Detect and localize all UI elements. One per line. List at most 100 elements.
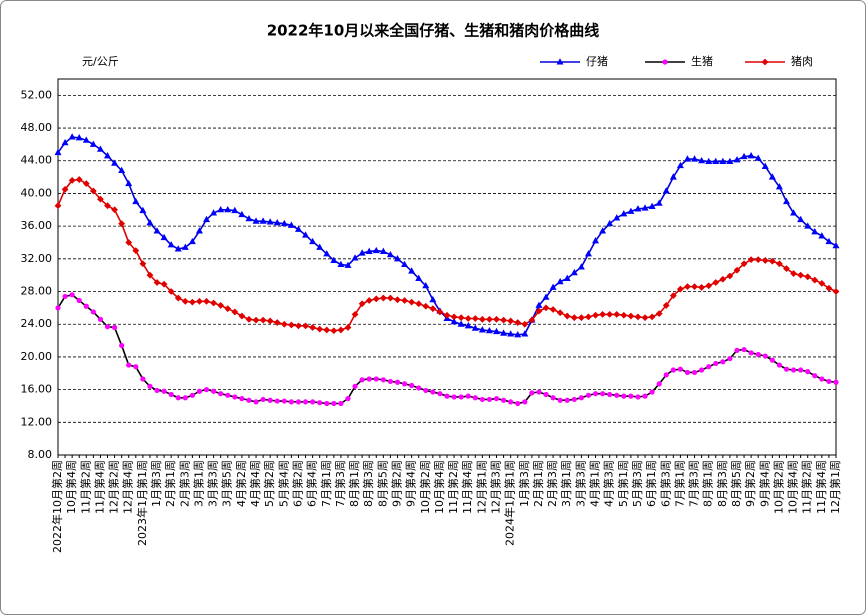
x-tick-label: 12月第1周 [474,460,488,514]
data-point [754,154,762,161]
data-point [606,311,614,318]
data-point [479,396,485,403]
data-point [592,391,599,397]
data-point [719,275,727,283]
data-point [118,166,126,174]
data-point [132,247,140,255]
data-point [740,152,748,160]
data-point [662,187,670,194]
data-point [663,372,669,378]
data-point [430,389,436,395]
data-point [486,315,493,323]
data-point [755,351,761,358]
data-point [160,233,168,241]
x-tick-label: 8月第3周 [361,460,375,507]
data-point [408,267,416,274]
data-point [599,311,606,318]
data-point [393,255,401,262]
data-point [515,400,521,407]
data-point [344,324,352,331]
x-tick-label: 9月第4周 [404,460,418,507]
y-tick-label: 52.00 [21,88,53,101]
x-tick-label: 3月第1周 [191,460,205,507]
data-point [97,316,104,322]
data-point [549,306,557,313]
x-tick-label: 4月第3周 [602,460,616,507]
data-point [429,295,437,303]
data-point [775,183,783,190]
data-point [769,357,775,363]
data-point [507,317,515,325]
data-point [599,227,607,234]
data-point [287,221,295,228]
data-point [712,157,720,165]
data-point [211,388,217,394]
x-tick-label: 10月第2周 [771,460,785,514]
x-tick-label: 5月第1周 [616,460,630,507]
data-point [68,176,76,184]
data-point [464,315,472,322]
data-point [656,381,662,387]
data-point [804,273,812,281]
data-point [331,400,337,407]
x-tick-label: 4月第4周 [248,460,262,507]
data-point [323,326,331,334]
data-point [607,391,613,398]
data-point [761,257,769,264]
data-point [493,396,500,402]
data-point [273,219,281,226]
data-point [54,202,62,210]
data-point [542,293,550,300]
x-tick-label: 4月第2周 [234,460,248,507]
data-point [478,326,486,333]
data-point [75,134,83,141]
data-point [790,367,797,373]
data-point [274,398,280,404]
x-tick-label: 7月第1周 [672,460,686,507]
data-point [514,331,522,338]
x-tick-label: 9月第2周 [743,460,757,507]
data-point [372,295,380,303]
data-point [119,342,125,349]
data-point [705,282,713,290]
data-point [776,362,783,368]
data-point [337,326,345,334]
data-point [253,399,259,405]
data-point [324,400,330,407]
data-point [577,314,585,322]
data-point [259,316,267,324]
data-point [182,395,188,401]
data-point [387,378,394,385]
data-point [401,297,408,304]
x-tick-label: 10月第2周 [418,460,432,514]
y-tick-label: 44.00 [21,154,53,167]
x-tick-label: 8月第5周 [375,460,389,507]
data-point [245,214,253,222]
data-point [188,237,196,245]
y-tick-label: 40.00 [21,186,53,199]
data-point [804,222,812,229]
x-tick-label: 2月第1周 [163,460,177,507]
data-point [536,389,542,395]
data-point [231,206,239,214]
data-point [281,398,287,404]
data-point [401,260,409,268]
data-point [125,179,133,187]
data-point [386,250,394,258]
data-point [832,241,840,249]
data-point [174,245,182,252]
data-point [62,293,68,300]
data-point [345,396,351,402]
plot-area [57,78,837,456]
data-point [82,180,90,188]
y-tick-label: 8.00 [28,448,53,461]
data-point [316,325,324,333]
data-point [323,250,331,257]
data-point [415,274,423,281]
data-point [387,294,394,302]
data-point [89,140,97,147]
data-point [365,297,373,304]
data-point [805,369,811,375]
data-point [818,279,826,287]
data-point [266,317,274,325]
